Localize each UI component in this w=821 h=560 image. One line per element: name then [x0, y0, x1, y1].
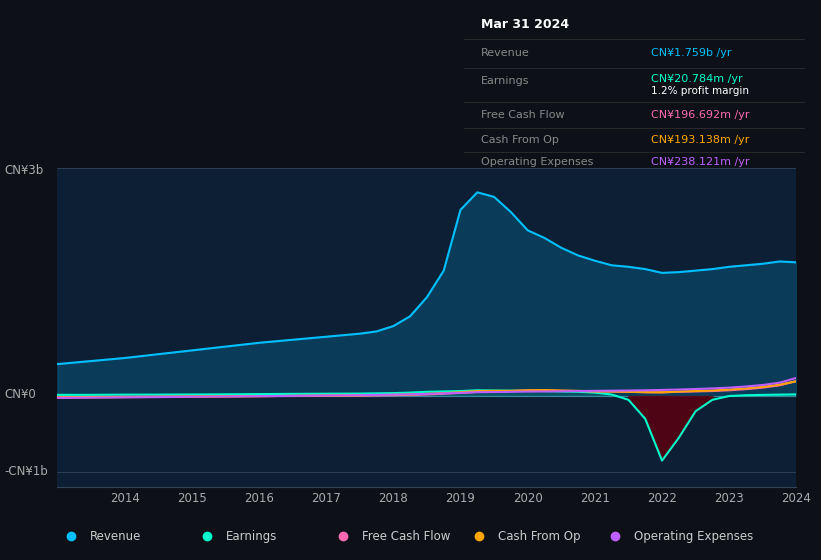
Text: Operating Expenses: Operating Expenses	[634, 530, 753, 543]
Text: CN¥3b: CN¥3b	[4, 164, 44, 178]
Text: Cash From Op: Cash From Op	[481, 134, 559, 144]
Text: Free Cash Flow: Free Cash Flow	[362, 530, 451, 543]
Text: CN¥0: CN¥0	[4, 388, 36, 402]
Text: Earnings: Earnings	[481, 76, 530, 86]
Text: 1.2% profit margin: 1.2% profit margin	[651, 86, 750, 96]
Text: -CN¥1b: -CN¥1b	[4, 465, 48, 478]
Text: CN¥196.692m /yr: CN¥196.692m /yr	[651, 110, 750, 120]
Text: CN¥20.784m /yr: CN¥20.784m /yr	[651, 74, 743, 84]
Text: Earnings: Earnings	[226, 530, 277, 543]
Text: CN¥1.759b /yr: CN¥1.759b /yr	[651, 49, 732, 58]
Text: Revenue: Revenue	[481, 49, 530, 58]
Text: Free Cash Flow: Free Cash Flow	[481, 110, 565, 120]
Text: Operating Expenses: Operating Expenses	[481, 157, 594, 167]
Text: Mar 31 2024: Mar 31 2024	[481, 18, 569, 31]
Text: CN¥193.138m /yr: CN¥193.138m /yr	[651, 134, 750, 144]
Text: Revenue: Revenue	[90, 530, 141, 543]
Text: CN¥238.121m /yr: CN¥238.121m /yr	[651, 157, 750, 167]
Text: Cash From Op: Cash From Op	[498, 530, 580, 543]
